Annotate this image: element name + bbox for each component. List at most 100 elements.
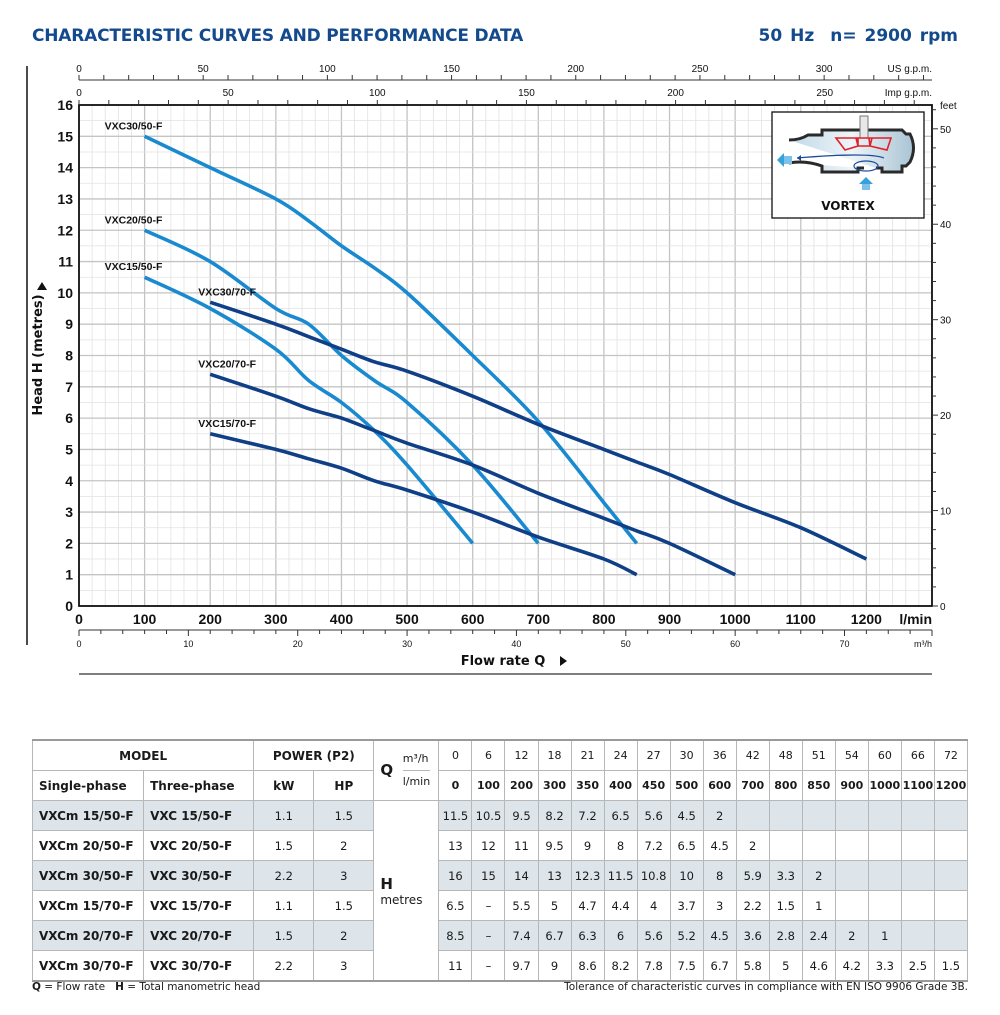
head-value-cell: 6 [603, 920, 638, 951]
head-value-cell: 13 [438, 830, 473, 861]
q-header: Q m³/h l/min [373, 739, 440, 801]
y-tick-label: 6 [65, 410, 73, 426]
single-phase-model: VXCm 20/70-F [31, 920, 145, 951]
m3h-tick-label: 60 [730, 639, 740, 649]
power-kw: 1.1 [253, 800, 315, 831]
head-value-cell: 4.7 [570, 890, 605, 921]
head-value-cell: 8.6 [570, 950, 605, 982]
feet-tick-label: 30 [940, 316, 952, 327]
q-lmin-cell: 900 [834, 770, 869, 801]
head-value-cell [834, 830, 869, 861]
head-value-cell: 4.4 [603, 890, 638, 921]
q-lmin-cell: 450 [636, 770, 671, 801]
table-header-row-2: Single-phase Three-phase kW HP 0 100 200… [31, 770, 969, 801]
y-tick-label: 0 [65, 598, 73, 614]
q-lmin-cell: 1100 [900, 770, 935, 801]
head-value-cell: 5.6 [636, 800, 671, 831]
q-m3h-cell: 72 [933, 739, 969, 771]
head-value-cell: 11.5 [603, 860, 638, 891]
head-value-cell: 4.5 [702, 830, 737, 861]
single-phase-model: VXCm 15/50-F [31, 800, 145, 831]
q-m3h-cell: 60 [867, 739, 902, 771]
q-m3h-cell: 30 [669, 739, 704, 771]
head-value-cell [834, 800, 869, 831]
y-tick-label: 16 [57, 97, 73, 113]
m3h-tick-label: 40 [511, 639, 521, 649]
head-value-cell: 15 [471, 860, 506, 891]
legend-footnote: Q = Flow rate H = Total manometric head [32, 981, 261, 993]
x-tick-label: 1000 [720, 611, 751, 627]
curve-vxc30-50-f [143, 134, 639, 545]
head-value-cell: 6.7 [702, 950, 737, 982]
head-value-cell: 7.4 [504, 920, 539, 951]
q-lmin-cell: 850 [801, 770, 836, 801]
power-hp: 3 [313, 860, 375, 891]
head-value-cell [900, 920, 935, 951]
head-value-cell: 1.5 [768, 890, 803, 921]
head-value-cell [933, 860, 969, 891]
table-row: VXCm 15/50-F VXC 15/50-F 1.1 1.5 H metres 11.… [31, 800, 969, 982]
head-value-cell [933, 830, 969, 861]
head-value-cell: 10.5 [471, 800, 506, 831]
curve-vxc20-70-f [209, 372, 736, 577]
head-value-cell: 2 [702, 800, 737, 831]
x-tick-label: 1100 [786, 611, 817, 627]
head-value-cell: – [471, 890, 506, 921]
feet-tick-label: 0 [940, 602, 946, 613]
head-value-cell: 5.5 [504, 890, 539, 921]
head-value-cell: 9.5 [504, 800, 539, 831]
head-value-cell: 7.8 [636, 950, 671, 982]
x-tick-label: 1200 [851, 611, 882, 627]
head-value-cell [768, 830, 803, 861]
y-tick-label: 5 [65, 441, 73, 457]
q-lmin-cell: 800 [768, 770, 803, 801]
q-lmin-cell: 400 [603, 770, 638, 801]
curve-vxc15-70-f [209, 432, 638, 577]
x-tick-label: 300 [264, 611, 288, 627]
q-m3h-cell: 12 [504, 739, 539, 771]
m3h-tick-label: 70 [840, 639, 850, 649]
head-value-cell: 11 [438, 950, 473, 982]
q-lmin-cell: 1000 [867, 770, 902, 801]
head-value-cell: 4.2 [834, 950, 869, 982]
three-phase-model: VXC 30/70-F [143, 950, 255, 982]
head-value-cell: 4.5 [702, 920, 737, 951]
head-value-cell [867, 890, 902, 921]
head-value-cell: 5.2 [669, 920, 704, 951]
head-value-cell: 16 [438, 860, 473, 891]
head-value-cell: 2.8 [768, 920, 803, 951]
head-value-cell: 8.5 [438, 920, 473, 951]
y-tick-label: 7 [65, 379, 73, 395]
feet-tick-label: 10 [940, 507, 952, 518]
x-tick-label: 200 [199, 611, 223, 627]
us-gpm-tick-label: 100 [319, 64, 336, 75]
head-value-cell: 1 [867, 920, 902, 951]
h-metres-label: H metres [373, 800, 440, 982]
us-gpm-tick-label: 0 [76, 64, 82, 75]
y-tick-label: 8 [65, 348, 73, 364]
q-m3h-cell: 42 [735, 739, 770, 771]
q-m3h-cell: 51 [801, 739, 836, 771]
x-tick-label: 100 [133, 611, 157, 627]
head-value-cell: 1.5 [933, 950, 969, 982]
head-value-cell [801, 830, 836, 861]
m3h-tick-label: 20 [293, 639, 303, 649]
table-row: VXCm 20/70-F VXC 20/70-F 1.5 2 8.5–7.4 6.7 6.3… [31, 920, 969, 951]
head-value-cell: 3.6 [735, 920, 770, 951]
three-phase-model: VXC 15/50-F [143, 800, 255, 831]
head-value-cell [900, 860, 935, 891]
q-lmin-cell: 1200 [933, 770, 969, 801]
head-value-cell: 3 [702, 890, 737, 921]
head-value-cell: 5 [768, 950, 803, 982]
q-lmin-cell: 500 [669, 770, 704, 801]
head-value-cell: 3.3 [768, 860, 803, 891]
head-value-cell: 12 [471, 830, 506, 861]
three-phase-model: VXC 20/50-F [143, 830, 255, 861]
head-value-cell: 14 [504, 860, 539, 891]
plot-frame [78, 104, 933, 607]
power-hp: 2 [313, 920, 375, 951]
curve-vxc30-70-f [209, 300, 868, 561]
us-gpm-tick-label: 150 [443, 64, 460, 75]
